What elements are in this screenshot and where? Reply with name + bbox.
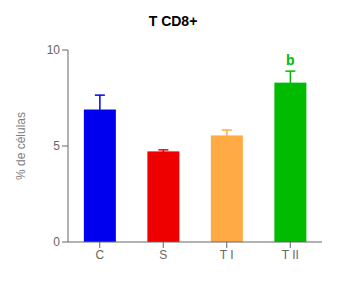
svg-text:T II: T II	[282, 248, 299, 262]
svg-text:10: 10	[47, 43, 61, 57]
svg-text:T I: T I	[220, 248, 234, 262]
svg-text:% de células: % de células	[14, 112, 28, 180]
svg-text:0: 0	[53, 235, 60, 249]
svg-text:5: 5	[53, 139, 60, 153]
svg-text:C: C	[95, 248, 104, 262]
svg-text:b: b	[286, 52, 295, 68]
svg-text:S: S	[159, 248, 167, 262]
html-text:T CD8+: T CD8+	[148, 13, 198, 29]
